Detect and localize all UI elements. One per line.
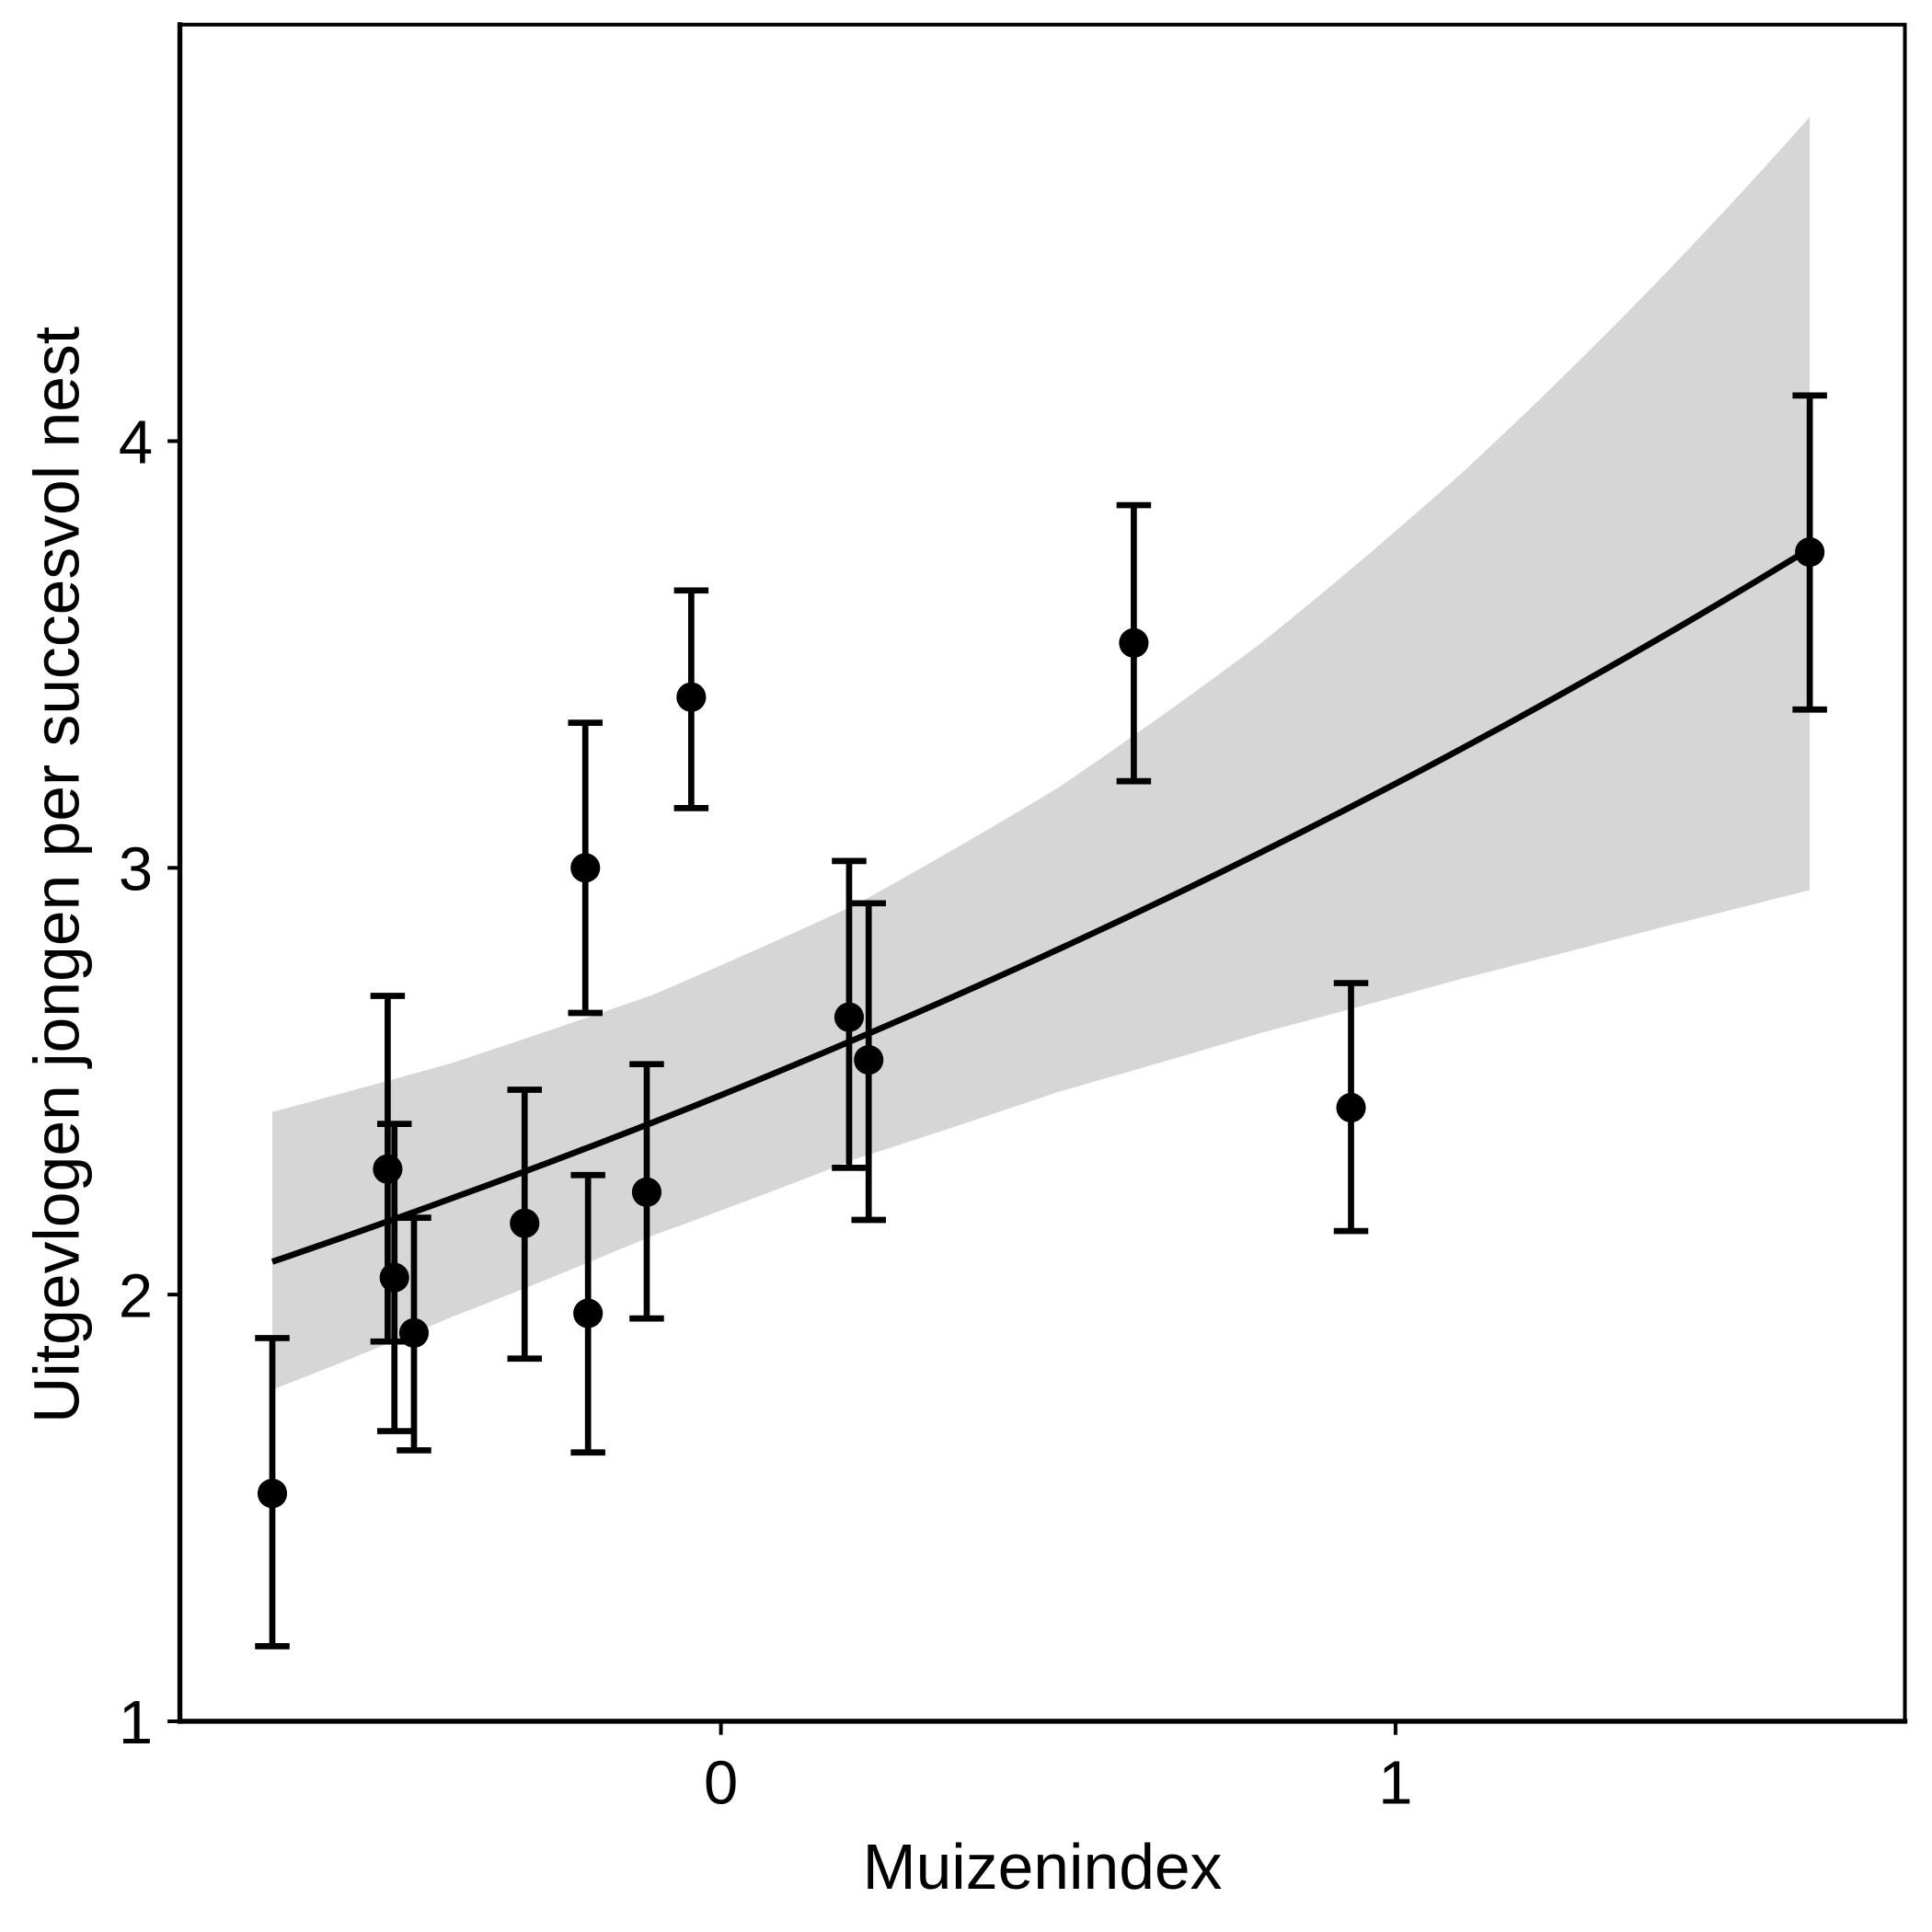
y-tick-label: 3 bbox=[119, 834, 153, 903]
x-tick-label: 1 bbox=[1378, 1749, 1412, 1818]
y-tick-label: 2 bbox=[119, 1261, 153, 1330]
data-point-group bbox=[1792, 392, 1827, 713]
data-point bbox=[398, 1317, 430, 1348]
data-point bbox=[573, 1298, 604, 1328]
data-point bbox=[257, 1478, 288, 1509]
data-point bbox=[854, 1044, 884, 1075]
data-point bbox=[379, 1262, 409, 1293]
data-point bbox=[631, 1177, 662, 1207]
data-point-group bbox=[507, 1087, 542, 1363]
confidence-ribbon bbox=[271, 116, 1811, 1390]
data-point-group bbox=[851, 900, 886, 1224]
data-point bbox=[1336, 1092, 1366, 1123]
data-point-group bbox=[1333, 980, 1369, 1235]
data-point-group bbox=[568, 719, 603, 1017]
data-point-group bbox=[832, 857, 867, 1171]
y-tick-label: 1 bbox=[119, 1688, 153, 1757]
data-point-group bbox=[629, 1061, 664, 1322]
data-point bbox=[834, 1002, 865, 1032]
y-tick-label: 4 bbox=[119, 408, 153, 477]
fit-line bbox=[270, 546, 1811, 1265]
data-point-group bbox=[255, 1335, 290, 1650]
x-tick-label: 0 bbox=[704, 1749, 738, 1818]
x-axis-title: Muizenindex bbox=[863, 1831, 1223, 1903]
data-point bbox=[510, 1208, 540, 1238]
data-point bbox=[570, 853, 601, 883]
data-point bbox=[676, 682, 707, 712]
data-point bbox=[373, 1154, 403, 1184]
data-point-group bbox=[397, 1214, 431, 1454]
data-point-group bbox=[1116, 501, 1152, 785]
data-point-group bbox=[673, 587, 709, 811]
data-point-group bbox=[570, 1171, 605, 1456]
data-point-group bbox=[376, 1121, 412, 1434]
data-point bbox=[1119, 627, 1149, 658]
y-axis-title: Uitgevlogen jongen per succesvol nest bbox=[21, 327, 93, 1423]
data-point bbox=[1795, 537, 1825, 568]
